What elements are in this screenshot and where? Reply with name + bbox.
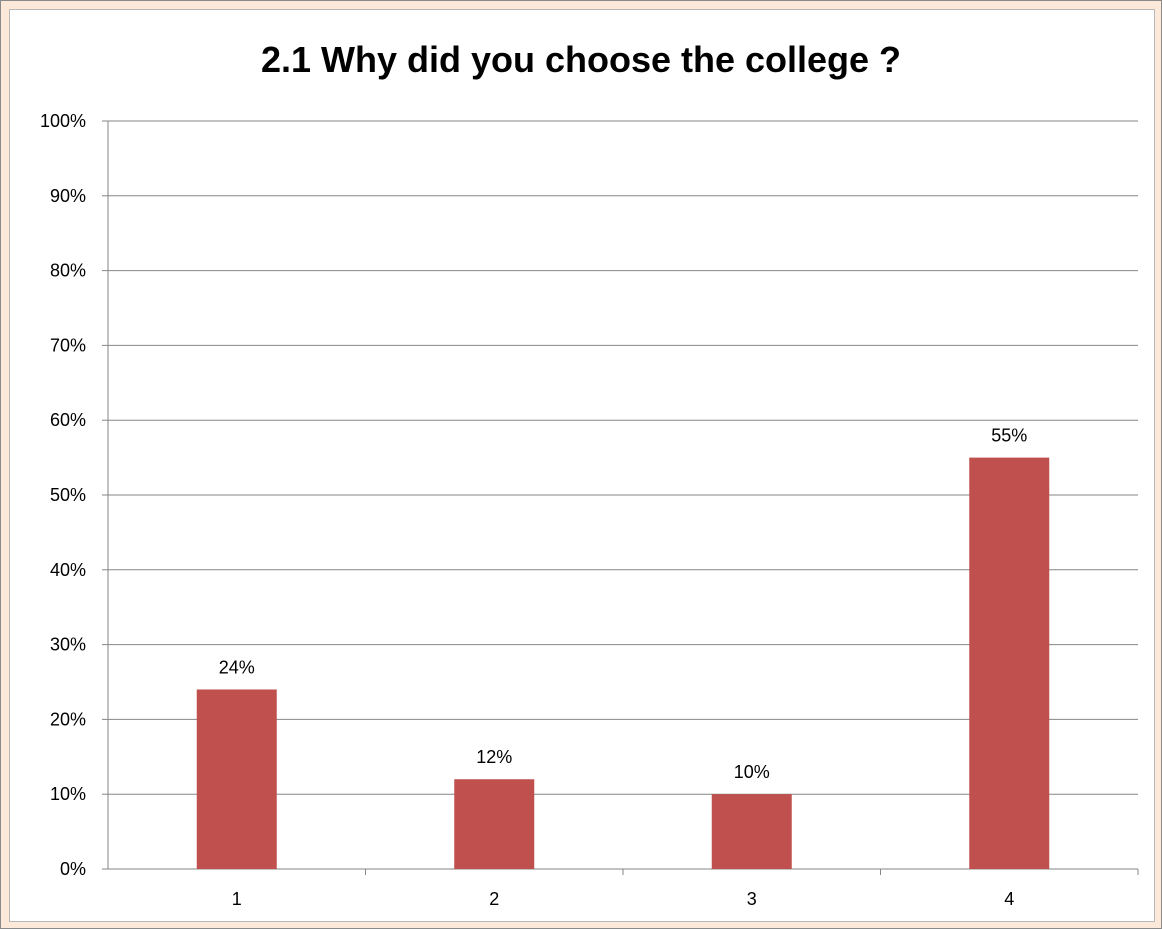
y-tick-label: 60%: [50, 410, 86, 430]
y-tick-label: 80%: [50, 261, 86, 281]
x-tick-label: 2: [489, 889, 499, 909]
axes: [102, 120, 1139, 875]
bars: [196, 457, 1050, 869]
bar: [196, 689, 277, 869]
y-tick-label: 30%: [50, 635, 86, 655]
y-tick-label: 50%: [50, 485, 86, 505]
y-tick-label: 40%: [50, 560, 86, 580]
y-tick-label: 10%: [50, 784, 86, 804]
bar: [711, 794, 792, 869]
labels: 0% 10% 20% 30% 40% 50% 60% 70% 80% 90% 100% 24% 1 12%…: [40, 111, 1027, 909]
bar: [969, 457, 1050, 869]
bar: [454, 779, 535, 869]
y-tick-label: 70%: [50, 335, 86, 355]
data-label: 12%: [476, 747, 512, 767]
chart-title: 2.1 Why did you choose the college ?: [260, 39, 902, 80]
y-tick-label: 100%: [40, 111, 86, 131]
data-label: 55%: [991, 426, 1027, 446]
x-tick-label: 4: [1004, 889, 1014, 909]
y-tick-label: 20%: [50, 709, 86, 729]
y-tick-label: 90%: [50, 186, 86, 206]
y-tick-label: 0%: [60, 859, 86, 879]
gridlines: [108, 120, 1138, 795]
data-label: 10%: [734, 762, 770, 782]
data-label: 24%: [219, 657, 255, 677]
x-tick-label: 1: [232, 889, 242, 909]
x-tick-label: 3: [747, 889, 757, 909]
